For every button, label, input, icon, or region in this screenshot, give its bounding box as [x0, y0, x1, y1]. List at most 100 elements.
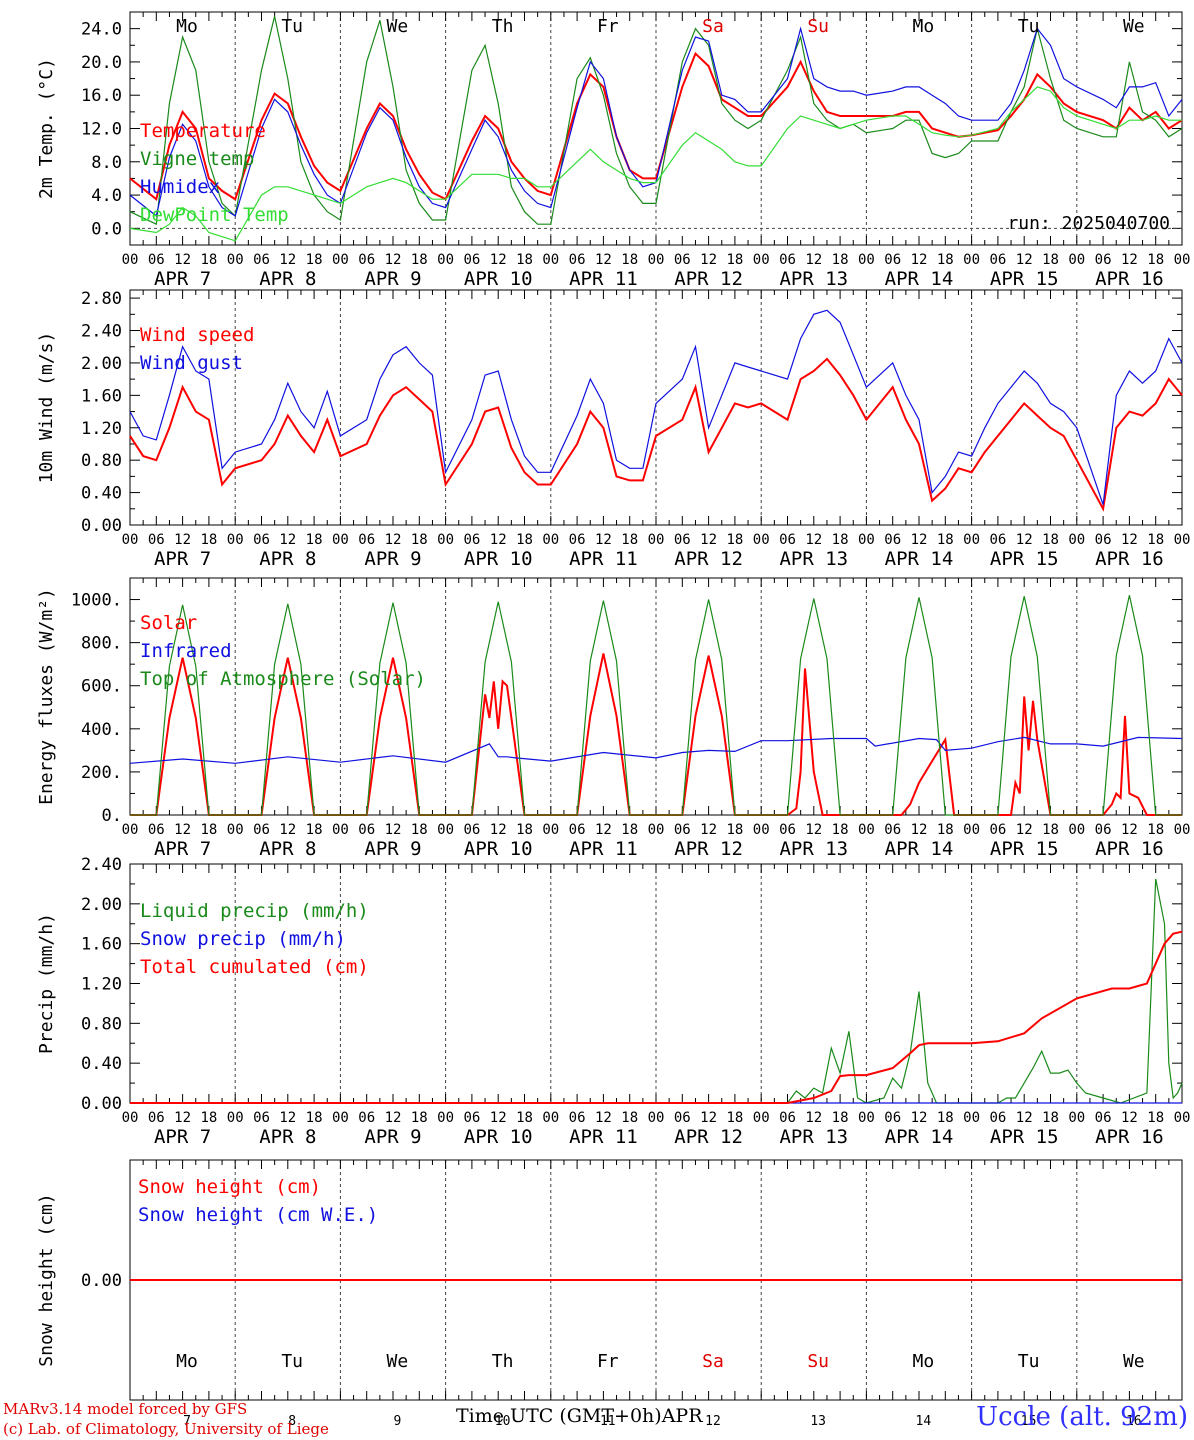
station-name: Uccle (alt. 92m) [976, 1402, 1188, 1432]
y-tick-label: 800. [81, 634, 122, 654]
hour-tick-label: 12 [1016, 532, 1033, 548]
legend-entry: Top of Atmosphere (Solar) [140, 668, 426, 690]
day-abbr-label: Mo [913, 1351, 935, 1372]
y-tick-label: 2.40 [81, 322, 122, 342]
date-label: APR 11 [569, 838, 638, 860]
date-label: APR 11 [569, 268, 638, 290]
hour-tick-label: 00 [648, 252, 665, 268]
hour-tick-label: 18 [726, 532, 743, 548]
hour-tick-label: 00 [963, 1110, 980, 1126]
hour-tick-label: 12 [595, 822, 612, 838]
day-abbr-label: Fr [597, 1351, 619, 1372]
date-label: APR 14 [885, 268, 954, 290]
hour-tick-label: 12 [595, 252, 612, 268]
day-abbr-label: Su [807, 16, 829, 37]
panel-5: 0.00 Snow height (cm) Snow height (cm) Snow… [36, 1159, 1183, 1429]
hour-tick-label: 00 [542, 822, 559, 838]
hour-tick-label: 18 [200, 1110, 217, 1126]
y-tick-label: 1.60 [81, 935, 122, 955]
hour-tick-label: 18 [937, 252, 954, 268]
hour-tick-label: 00 [227, 252, 244, 268]
hour-tick-label: 12 [1121, 822, 1138, 838]
y-tick-label: 1000. [71, 591, 122, 611]
hour-tick-label: 00 [1068, 1110, 1085, 1126]
date-label: APR 15 [990, 268, 1059, 290]
hour-tick-label: 18 [832, 532, 849, 548]
hour-tick-label: 12 [1121, 532, 1138, 548]
hour-tick-label: 18 [306, 822, 323, 838]
date-label: APR 15 [990, 1126, 1059, 1148]
date-label: APR 14 [885, 548, 954, 570]
series-line-infrared [129, 736, 1183, 764]
hour-tick-label: 12 [490, 822, 507, 838]
y-tick-label: 2.80 [81, 289, 122, 309]
hour-tick-label: 18 [832, 252, 849, 268]
hour-tick-label: 12 [911, 822, 928, 838]
hour-tick-label: 00 [122, 1110, 139, 1126]
hour-tick-label: 18 [516, 1110, 533, 1126]
hour-tick-label: 18 [726, 822, 743, 838]
hour-tick-label: 12 [595, 532, 612, 548]
day-abbr-label: We [1123, 16, 1145, 37]
hour-tick-label: 18 [306, 252, 323, 268]
day-number-label: 15 [1021, 1414, 1037, 1429]
date-label: APR 14 [885, 838, 954, 860]
hour-tick-label: 12 [490, 252, 507, 268]
hour-tick-label: 06 [779, 822, 796, 838]
hour-tick-label: 00 [753, 532, 770, 548]
hour-tick-label: 18 [1042, 532, 1059, 548]
hour-tick-label: 06 [779, 1110, 796, 1126]
hour-tick-label: 12 [700, 1110, 717, 1126]
hour-tick-label: 00 [332, 1110, 349, 1126]
hour-tick-label: 18 [516, 822, 533, 838]
hour-tick-label: 06 [674, 822, 691, 838]
y-tick-label: 0.0 [91, 219, 122, 239]
hour-tick-label: 06 [1095, 252, 1112, 268]
hour-tick-label: 06 [358, 252, 375, 268]
legend-entry: DewPoint Temp [140, 204, 289, 226]
hour-tick-label: 18 [200, 252, 217, 268]
hour-tick-label: 00 [963, 532, 980, 548]
day-number-label: 13 [810, 1414, 826, 1429]
y-tick-label: 0.80 [81, 1014, 122, 1034]
hour-tick-label: 18 [1147, 532, 1164, 548]
day-number-label: 14 [916, 1414, 932, 1429]
hour-tick-label: 06 [674, 532, 691, 548]
series-line-dewpoint-temp [129, 86, 1182, 242]
y-axis-label: Snow height (cm) [36, 1193, 57, 1366]
day-abbr-label: Th [492, 1351, 514, 1372]
hour-tick-label: 18 [621, 822, 638, 838]
hour-tick-label: 12 [1016, 822, 1033, 838]
day-abbr-label: Tu [1018, 16, 1040, 37]
hour-tick-label: 18 [411, 252, 428, 268]
hour-tick-label: 00 [963, 252, 980, 268]
hour-tick-label: 00 [1174, 1110, 1191, 1126]
legend-entry: Solar [140, 612, 197, 634]
hour-tick-label: 18 [516, 532, 533, 548]
day-abbr-label: Mo [176, 16, 198, 37]
y-axis-label: Precip (mm/h) [36, 913, 57, 1054]
hour-tick-label: 06 [463, 532, 480, 548]
date-label: APR 10 [464, 548, 533, 570]
hour-tick-label: 00 [122, 822, 139, 838]
day-number-label: 7 [183, 1414, 191, 1429]
run-annotation: run: 2025040700 [1007, 213, 1170, 234]
legend-entry: Snow height (cm W.E.) [138, 1204, 378, 1226]
date-label: APR 7 [154, 1126, 211, 1148]
hour-tick-label: 06 [358, 822, 375, 838]
day-abbr-label: We [387, 16, 409, 37]
hour-tick-label: 06 [884, 1110, 901, 1126]
y-tick-label: 2.00 [81, 354, 122, 374]
hour-tick-label: 00 [437, 252, 454, 268]
hour-tick-label: 00 [1068, 532, 1085, 548]
hour-tick-label: 12 [279, 1110, 296, 1126]
legend-entry: Wind speed [140, 324, 254, 346]
date-label: APR 15 [990, 548, 1059, 570]
hour-tick-label: 06 [148, 532, 165, 548]
hour-tick-label: 00 [437, 1110, 454, 1126]
hour-tick-label: 06 [253, 1110, 270, 1126]
hour-tick-label: 18 [411, 532, 428, 548]
time-axis-label: Time UTC (GMT+0h)APR [456, 1405, 703, 1427]
date-label: APR 11 [569, 1126, 638, 1148]
